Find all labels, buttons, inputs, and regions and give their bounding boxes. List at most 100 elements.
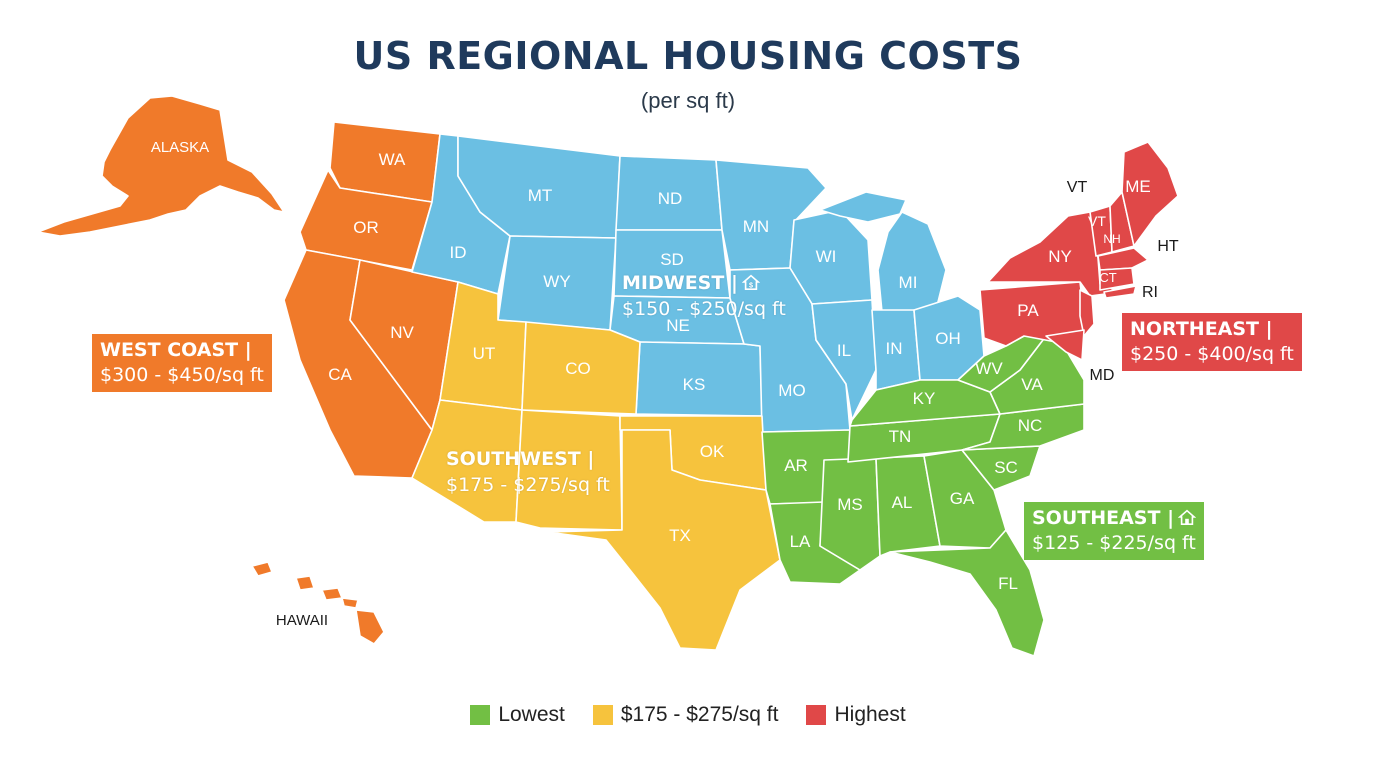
region-northeast [979, 141, 1179, 361]
region-name-row-midwest: MIDWEST | $ [622, 270, 786, 296]
region-range-midwest: $150 - $250/sq ft [622, 298, 786, 320]
region-southwest [411, 281, 781, 651]
region-callout-southeast: SOUTHEAST | $125 - $225/sq ft [1024, 502, 1205, 560]
label-vt: VT [1088, 213, 1106, 229]
legend-label: $175 - $275/sq ft [620, 703, 779, 726]
region-name-southeast: SOUTHEAST | [1032, 507, 1175, 529]
region-callout-southwest: SOUTHWEST | $175 - $275/sq ft [446, 446, 610, 498]
region-range-southeast: $125 - $225/sq ft [1032, 532, 1196, 554]
label-wi: WI [816, 247, 837, 266]
state-hawaii-5[interactable] [355, 609, 385, 645]
region-name-row-southeast: SOUTHEAST | [1032, 506, 1197, 531]
region-southeast [761, 335, 1085, 657]
label-wy: WY [543, 272, 570, 291]
label-wa: WA [379, 150, 406, 169]
label-ri-outside: RI [1142, 284, 1158, 301]
legend-label: Highest [834, 703, 906, 726]
label-tn: TN [889, 427, 912, 446]
state-alaska[interactable] [37, 95, 285, 237]
state-co[interactable] [521, 321, 641, 415]
state-hawaii-1[interactable] [251, 561, 273, 577]
label-ut: UT [473, 344, 496, 363]
label-ny: NY [1048, 247, 1072, 266]
label-tx: TX [669, 526, 691, 545]
label-la: LA [790, 532, 811, 551]
label-nd: ND [658, 189, 683, 208]
label-hawaii: HAWAII [276, 612, 328, 629]
label-me: ME [1125, 177, 1151, 196]
label-wv: WV [975, 359, 1003, 378]
label-ky: KY [913, 389, 936, 408]
label-ar: AR [784, 456, 808, 475]
legend-swatch [806, 705, 827, 725]
label-ne: NE [666, 316, 690, 335]
state-tx[interactable] [547, 429, 781, 651]
legend-item-mid: $175 - $275/sq ft [592, 703, 779, 727]
legend-item-lowest: Lowest [470, 703, 565, 727]
label-mn: MN [743, 217, 769, 236]
state-hawaii-2[interactable] [295, 575, 315, 591]
label-ks: KS [683, 375, 706, 394]
legend: Lowest $175 - $275/sq ft Highest [0, 703, 1376, 727]
label-pa: PA [1017, 301, 1039, 320]
region-callout-northeast: NORTHEAST | $250 - $400/sq ft [1122, 313, 1302, 371]
state-hawaii-4[interactable] [341, 597, 359, 609]
label-ct: CT [1099, 270, 1116, 285]
label-va: VA [1021, 375, 1043, 394]
label-co: CO [565, 359, 591, 378]
label-in: IN [886, 339, 903, 358]
house-icon [1178, 509, 1197, 526]
label-nv: NV [390, 323, 414, 342]
region-range-west: $300 - $450/sq ft [100, 364, 264, 386]
legend-swatch [470, 705, 491, 725]
label-nc: NC [1018, 416, 1043, 435]
state-mi[interactable] [877, 211, 947, 313]
label-vt-outside: VT [1067, 179, 1088, 196]
legend-swatch [592, 705, 613, 725]
label-oh: OH [935, 329, 961, 348]
region-name-west: WEST COAST | [100, 339, 252, 361]
legend-label: Lowest [498, 703, 565, 726]
label-al: AL [892, 493, 913, 512]
label-md-outside: MD [1090, 367, 1115, 384]
label-mo: MO [778, 381, 805, 400]
state-fl[interactable] [889, 529, 1045, 657]
region-callout-midwest: MIDWEST | $ $150 - $250/sq ft [622, 270, 786, 322]
state-li[interactable] [1103, 285, 1137, 299]
state-md[interactable] [1045, 329, 1085, 361]
label-mt: MT [528, 186, 553, 205]
state-mi-up[interactable] [819, 191, 907, 223]
label-id: ID [450, 243, 467, 262]
region-name-midwest: MIDWEST | [622, 272, 738, 294]
region-range-southwest: $175 - $275/sq ft [446, 474, 610, 496]
label-nh: NH [1103, 232, 1120, 246]
state-nj[interactable] [1079, 289, 1095, 337]
label-ok: OK [700, 442, 725, 461]
us-map: ALASKA HAWAII WA OR CA NV ID MT WY ND SD… [37, 95, 1179, 657]
region-callout-west: WEST COAST | $300 - $450/sq ft [92, 334, 272, 392]
state-hawaii-3[interactable] [321, 587, 343, 601]
region-name-northeast: NORTHEAST | [1130, 318, 1273, 340]
label-ga: GA [950, 489, 975, 508]
label-alaska: ALASKA [151, 139, 209, 156]
map-title: US REGIONAL HOUSING COSTS [353, 34, 1023, 78]
svg-text:$: $ [749, 280, 753, 289]
label-sd: SD [660, 250, 684, 269]
state-al[interactable] [875, 455, 941, 557]
label-ms: MS [837, 495, 863, 514]
legend-item-highest: Highest [806, 703, 906, 727]
region-range-northeast: $250 - $400/sq ft [1130, 343, 1294, 365]
state-labels: ALASKA HAWAII WA OR CA NV ID MT WY ND SD… [151, 139, 1179, 629]
label-il: IL [837, 341, 851, 360]
map-subtitle: (per sq ft) [640, 88, 736, 113]
state-nm[interactable] [515, 409, 623, 531]
label-mi: MI [899, 273, 918, 292]
region-west [37, 95, 459, 645]
state-ct[interactable] [1099, 267, 1135, 291]
house-dollar-icon: $ [741, 274, 760, 291]
label-sc: SC [994, 458, 1018, 477]
label-ca: CA [328, 365, 352, 384]
state-me[interactable] [1121, 141, 1179, 247]
region-name-southwest: SOUTHWEST | [446, 448, 595, 470]
state-ma[interactable] [1097, 247, 1149, 271]
